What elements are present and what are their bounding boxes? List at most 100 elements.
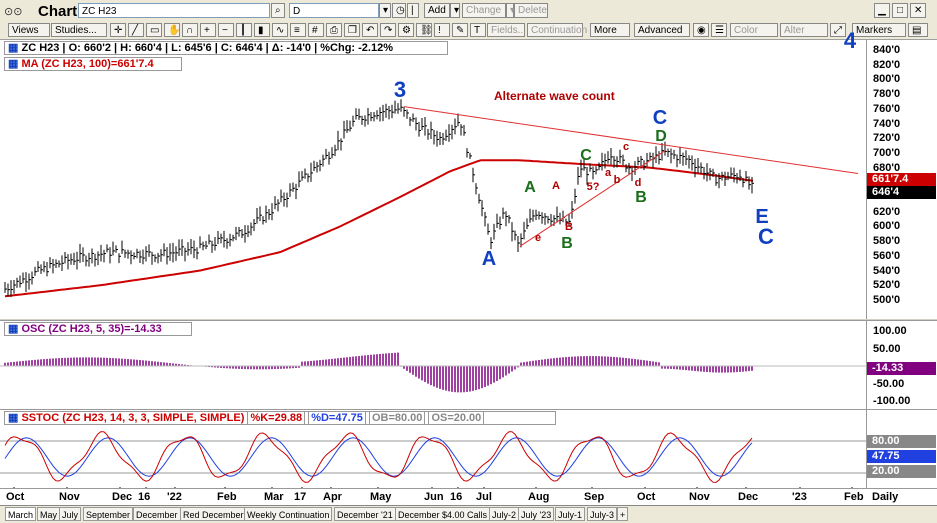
alert-icon[interactable]: ! — [434, 23, 450, 37]
chart-tab[interactable]: May — [37, 507, 61, 521]
chart-tab[interactable]: December '21 — [334, 507, 396, 521]
candle-icon[interactable]: ▮ — [254, 23, 270, 37]
ma-info-box[interactable]: ▦ MA (ZC H23, 100)=661'7.4 — [4, 57, 182, 71]
chart-tab[interactable]: Weekly Continuation — [244, 507, 333, 521]
chart-tab[interactable]: March — [5, 507, 37, 521]
hand-icon[interactable]: ✋ — [164, 23, 180, 37]
price-tick-label: 840'0 — [873, 44, 901, 56]
note-icon[interactable]: ✎ — [452, 23, 468, 37]
line-chart-icon[interactable]: ∿ — [272, 23, 288, 37]
osc-tick-50: 50.00 — [873, 343, 901, 355]
price-tick-label: 520'0 — [873, 279, 901, 292]
studies-button[interactable]: Studies... — [51, 23, 107, 37]
undo-icon[interactable]: ↶ — [362, 23, 378, 37]
change-dropdown-icon[interactable]: ▾ — [506, 3, 515, 18]
alter-button[interactable]: Alter — [780, 23, 828, 37]
price-panel[interactable] — [0, 40, 866, 319]
chart-tab[interactable]: July-3 — [587, 507, 618, 521]
grid-icon[interactable]: # — [308, 23, 324, 37]
osc-legend-icon: ▦ — [8, 323, 19, 335]
zoom-in-icon[interactable]: + — [200, 23, 216, 37]
time-axis-label: Oct — [637, 491, 656, 503]
box-icon[interactable]: ▭ — [146, 23, 162, 37]
chart-tab[interactable]: July '23 — [518, 507, 555, 521]
price-tick-label: 560'0 — [873, 249, 901, 262]
period-input[interactable]: D — [289, 3, 379, 18]
symbol-input[interactable]: ZC H23 — [78, 3, 270, 18]
chart-tab[interactable]: July-1 — [555, 507, 586, 521]
delete-button[interactable]: Delete — [514, 3, 548, 18]
stoch-20-value: 20.00 — [867, 465, 936, 478]
views-button[interactable]: Views — [8, 23, 50, 37]
chart-tab[interactable]: Red December — [180, 507, 247, 521]
info-delta: Δ: -14'0 — [271, 42, 312, 54]
scale-icon[interactable]: ≡ — [290, 23, 306, 37]
chart-tab[interactable]: December — [133, 507, 181, 521]
chart-link-icon: ⊙⊙ — [4, 6, 23, 18]
change-button[interactable]: Change — [462, 3, 506, 18]
toggle-panel-icon[interactable]: ▤ — [908, 23, 928, 37]
settings-icon[interactable]: ⚙ — [398, 23, 414, 37]
ma-label: MA (ZC H23, 100)=661'7.4 — [21, 58, 154, 70]
time-axis-label: May — [370, 491, 392, 503]
symbol-info-box[interactable]: ▦ ZC H23 | O: 660'2 | H: 660'4 | L: 645'… — [4, 41, 448, 55]
time-axis-label: 16 — [138, 491, 151, 503]
step-back-icon[interactable]: | — [407, 3, 419, 18]
advanced-button[interactable]: Advanced — [634, 23, 690, 37]
expand-icon[interactable]: ⤢ — [830, 23, 846, 37]
magnet-icon[interactable]: ∩ — [182, 23, 198, 37]
osc-info-box[interactable]: ▦ OSC (ZC H23, 5, 35)=-14.33 — [4, 322, 192, 336]
window-title: Chart — [38, 3, 78, 20]
price-tick-label: 820'0 — [873, 58, 901, 71]
chart-tab[interactable]: December $4.00 Calls — [395, 507, 491, 521]
add-dropdown-icon[interactable]: ▾ — [450, 3, 460, 18]
time-axis-label: Feb — [844, 491, 864, 503]
bar-style-icon[interactable]: ┃ — [236, 23, 252, 37]
more-button[interactable]: More — [590, 23, 630, 37]
price-tick-label: 680'0 — [873, 161, 901, 174]
price-tick-label: 600'0 — [873, 220, 901, 233]
properties-icon[interactable]: ☰ — [711, 23, 727, 37]
chart-tab[interactable]: September — [83, 507, 134, 521]
time-axis-label: Dec — [112, 491, 133, 503]
maximize-button[interactable]: □ — [892, 3, 908, 18]
draw-line-icon[interactable]: ╱ — [128, 23, 144, 37]
chart-tab[interactable]: July-2 — [489, 507, 520, 521]
stoch-80-value: 80.00 — [867, 435, 936, 448]
print-icon[interactable]: ⎙ — [326, 23, 342, 37]
palette-icon[interactable]: ◉ — [693, 23, 709, 37]
close-button[interactable]: ✕ — [910, 3, 926, 18]
fields-button[interactable]: Fields... — [487, 23, 526, 37]
text-icon[interactable]: T — [470, 23, 486, 37]
link-icon[interactable]: ⛓ — [416, 23, 433, 37]
legend-icon: ▦ — [8, 42, 19, 54]
color-button[interactable]: Color — [730, 23, 778, 37]
chart-tab[interactable]: July — [59, 507, 82, 521]
minimize-button[interactable]: ▁ — [874, 3, 890, 18]
stoch-d: %D=47.75 — [308, 411, 366, 425]
clock-icon[interactable]: ◷ — [392, 3, 406, 18]
time-axis[interactable]: Oct Nov Dec 16 '22 Feb Mar 17 Apr May Jun 16 Jul Aug S… — [0, 488, 937, 505]
cross-icon[interactable]: ✛ — [110, 23, 126, 37]
add-button[interactable]: Add — [424, 3, 450, 18]
stoch-info-box[interactable]: ▦ SSTOC (ZC H23, 14, 3, 3, SIMPLE, SIMPL… — [4, 411, 556, 425]
osc-tick-neg50: -50.00 — [873, 378, 905, 390]
chart-tab[interactable]: + — [617, 507, 629, 521]
search-icon[interactable]: ⌕ — [271, 3, 285, 18]
chart-tabs: March May July September December Red Decembe… — [0, 505, 937, 523]
continuation-button[interactable]: Continuation — [527, 23, 587, 37]
price-tick-label: 740'0 — [873, 117, 901, 130]
period-dropdown-icon[interactable]: ▾ — [379, 3, 391, 18]
time-axis-label: 16 — [450, 491, 463, 503]
copy-icon[interactable]: ❐ — [344, 23, 360, 37]
info-pct: %Chg: -2.12% — [320, 42, 394, 54]
markers-button[interactable]: Markers — [852, 23, 906, 37]
info-high: H: 660'4 — [120, 42, 162, 54]
time-axis-label: Feb — [217, 491, 237, 503]
stoch-label: SSTOC (ZC H23, 14, 3, 3, SIMPLE, SIMPLE) — [21, 412, 245, 424]
time-axis-label: Oct — [6, 491, 25, 503]
price-tick-label: 720'0 — [873, 132, 901, 145]
redo-icon[interactable]: ↷ — [380, 23, 396, 37]
zoom-out-icon[interactable]: − — [218, 23, 234, 37]
info-open: O: 660'2 — [68, 42, 111, 54]
